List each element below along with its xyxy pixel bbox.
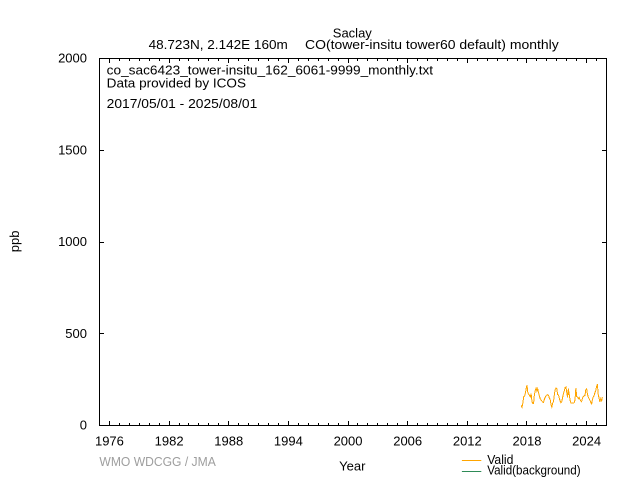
svg-text:Valid: Valid	[487, 452, 513, 467]
svg-text:1500: 1500	[58, 142, 87, 157]
svg-text:1982: 1982	[155, 434, 184, 449]
svg-text:CO(tower-insitu tower60 defaul: CO(tower-insitu tower60 default) monthly	[305, 37, 559, 52]
svg-text:2012: 2012	[453, 434, 482, 449]
svg-text:1000: 1000	[58, 234, 87, 249]
svg-text:1994: 1994	[274, 434, 303, 449]
svg-text:co_sac6423_tower-insitu_162_60: co_sac6423_tower-insitu_162_6061-9999_mo…	[107, 63, 434, 78]
svg-text:1988: 1988	[214, 434, 243, 449]
svg-text:48.723N, 2.142E 160m: 48.723N, 2.142E 160m	[149, 37, 288, 52]
svg-text:2017/05/01 - 2025/08/01: 2017/05/01 - 2025/08/01	[107, 96, 258, 111]
svg-text:2006: 2006	[393, 434, 422, 449]
svg-text:2018: 2018	[513, 434, 542, 449]
svg-text:Data provided by ICOS: Data provided by ICOS	[107, 76, 247, 91]
svg-text:Valid(background): Valid(background)	[487, 463, 580, 478]
svg-text:2024: 2024	[572, 434, 601, 449]
svg-text:Year: Year	[339, 459, 366, 474]
svg-text:Saclay: Saclay	[333, 26, 373, 41]
svg-text:500: 500	[65, 326, 87, 341]
svg-text:ppb: ppb	[7, 231, 22, 253]
svg-text:1976: 1976	[95, 434, 124, 449]
svg-text:2000: 2000	[334, 434, 363, 449]
svg-text:0: 0	[80, 418, 87, 433]
svg-text:WMO WDCGG / JMA: WMO WDCGG / JMA	[99, 454, 216, 469]
svg-text:2000: 2000	[58, 51, 87, 66]
